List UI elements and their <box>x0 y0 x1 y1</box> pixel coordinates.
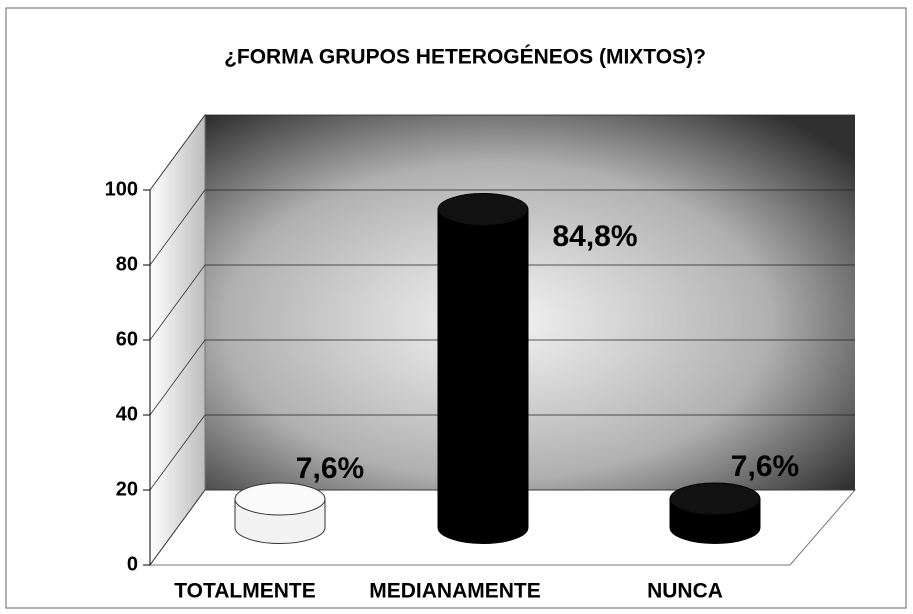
grid-line <box>149 339 206 416</box>
y-tick-label: 20 <box>116 478 138 500</box>
frame <box>5 7 907 609</box>
y-tick-label: 0 <box>127 553 138 575</box>
bar-top <box>669 482 761 516</box>
grid-line <box>149 114 206 191</box>
grid-line <box>149 414 206 491</box>
x-tick-label: NUNCA <box>647 580 723 603</box>
y-tick-label: 80 <box>116 253 138 275</box>
x-tick-label: MEDIANAMENTE <box>369 580 541 603</box>
y-tick-label: 40 <box>116 403 138 425</box>
value-label: 7,6% <box>731 450 799 483</box>
bar <box>437 209 529 544</box>
bar-top <box>234 482 326 516</box>
y-tick-label: 60 <box>116 328 138 350</box>
grid-line <box>149 189 206 266</box>
side-wall <box>149 113 206 567</box>
y-tick-label: 100 <box>105 178 138 200</box>
back-wall <box>205 115 855 490</box>
x-tick-label: TOTALMENTE <box>174 580 316 603</box>
grid-line <box>149 264 206 341</box>
value-label: 7,6% <box>296 452 364 485</box>
chart-title: ¿FORMA GRUPOS HETEROGÉNEOS (MIXTOS)? <box>224 46 706 69</box>
value-label: 84,8% <box>552 220 637 253</box>
bar-top <box>437 193 529 226</box>
grid-line <box>149 489 206 566</box>
